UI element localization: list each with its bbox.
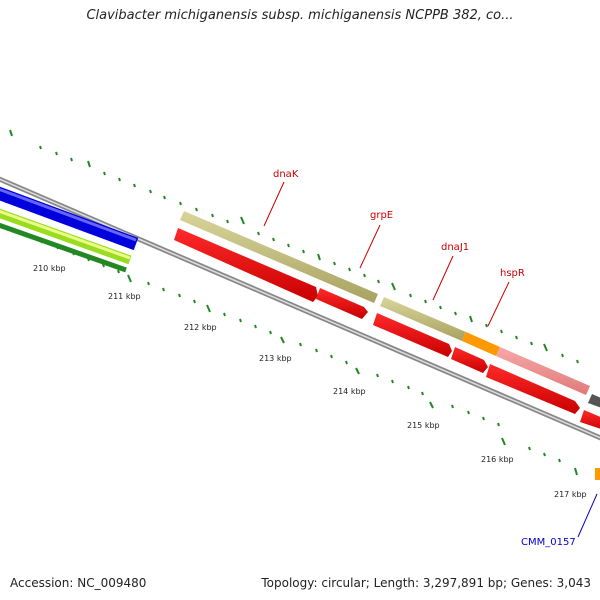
gene-label-CMM_0157[interactable]: CMM_0157 [521, 537, 576, 548]
gene-arrow-grpE [316, 288, 368, 319]
gene-label-dnaK[interactable]: dnaK [273, 169, 299, 180]
leader-hspR [487, 281, 510, 327]
ruler-label: 211 kbp [108, 292, 141, 301]
gene-label-grpE[interactable]: grpE [370, 210, 393, 221]
gene-block-hspR-region [496, 347, 590, 395]
gene-arrow-next [486, 364, 580, 414]
leader-dnaJ1 [432, 255, 454, 301]
backbone-track [0, 176, 600, 441]
lower-tick-row [9, 227, 578, 476]
gene-label-hspR[interactable]: hspR [500, 268, 525, 279]
gene-arrow-edge [580, 410, 600, 429]
gene-block-dnaK-region [180, 211, 378, 303]
leader-CMM_0157 [577, 493, 598, 538]
ruler-label: 214 kbp [333, 387, 366, 396]
gene-block-dnaJ1-region [380, 297, 466, 341]
accession-text: Accession: NC_009480 [10, 576, 147, 590]
gene-block-orange [462, 332, 500, 356]
leader-dnaK [263, 181, 285, 227]
ruler-label: 217 kbp [554, 490, 587, 499]
gene-arrow-hspR [451, 347, 488, 373]
ruler-label: 212 kbp [184, 323, 217, 332]
leader-grpE [359, 224, 381, 269]
ruler-label: 213 kbp [259, 354, 292, 363]
gene-block-grey [588, 394, 600, 408]
upper-tick-row [9, 129, 579, 364]
gene-arrow-dnaK [174, 228, 318, 302]
map-title: Clavibacter michiganensis subsp. michiga… [86, 8, 514, 23]
forward-strand-features[interactable] [180, 211, 600, 411]
gene-arrow-dnaJ1 [373, 313, 452, 357]
gene-label-dnaJ1[interactable]: dnaJ1 [441, 242, 469, 253]
ruler-label: 215 kbp [407, 421, 440, 430]
ruler-label: 210 kbp [33, 264, 66, 273]
reverse-strand-features[interactable] [174, 228, 600, 432]
ruler-label: 216 kbp [481, 455, 514, 464]
genome-stats-text: Topology: circular; Length: 3,297,891 bp… [261, 576, 591, 590]
gene-block-small-orange [595, 468, 600, 480]
